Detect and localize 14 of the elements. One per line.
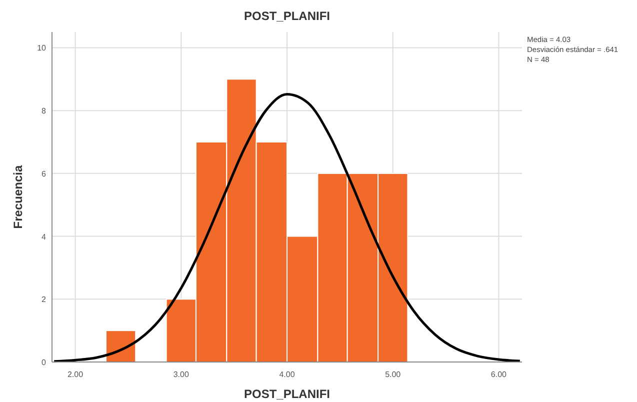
x-tick-label: 2.00 bbox=[68, 370, 84, 379]
x-tick-label: 6.00 bbox=[490, 370, 508, 379]
x-tick-label: 4.00 bbox=[279, 370, 296, 379]
y-tick-label: 4 bbox=[42, 232, 47, 242]
y-axis-title: Frecuencia bbox=[11, 165, 25, 229]
y-tick-label: 6 bbox=[42, 169, 47, 178]
chart-title: POST_PLANIFI bbox=[244, 9, 330, 23]
y-tick-label: 2 bbox=[42, 295, 47, 304]
y-tick-label: 0 bbox=[42, 358, 47, 367]
y-tick-label: 8 bbox=[42, 106, 47, 116]
x-tick-label: 5.00 bbox=[385, 370, 402, 379]
x-tick-label: 3.00 bbox=[173, 370, 190, 379]
y-tick-label: 10 bbox=[37, 44, 47, 53]
x-axis-title: POST_PLANIFI bbox=[244, 387, 330, 401]
